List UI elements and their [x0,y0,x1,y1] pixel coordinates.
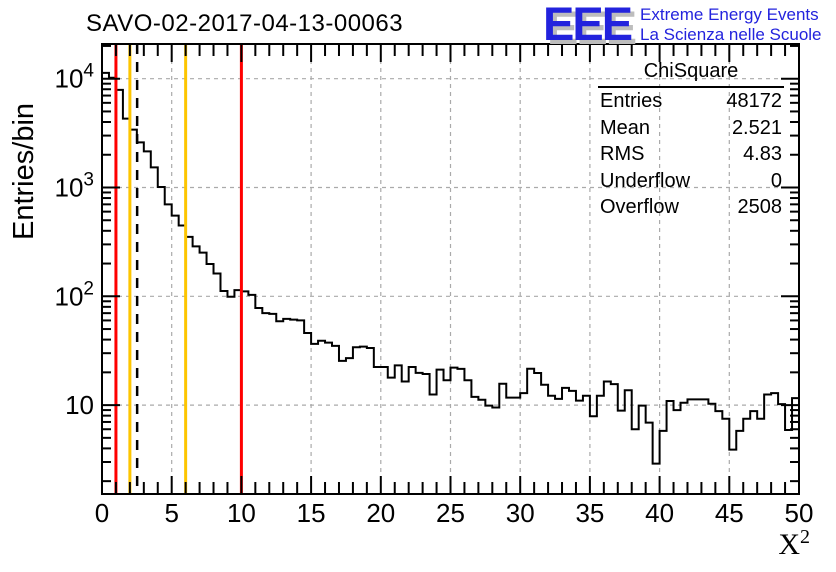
stats-row-entries: Entries 48172 [598,88,784,115]
eee-logo-line1: Extreme Energy Events [640,5,819,24]
svg-text:25: 25 [436,498,465,528]
svg-text:104: 104 [55,61,95,94]
svg-text:0: 0 [95,498,109,528]
svg-text:102: 102 [55,278,95,311]
svg-text:10: 10 [65,390,94,420]
stats-label: Overflow [600,196,679,218]
stats-value: 2.521 [731,116,782,139]
stats-label: Entries [600,90,663,112]
eee-logo-line2: La Scienza nelle Scuole [640,25,822,44]
svg-text:35: 35 [575,498,604,528]
y-axis-title: Entries/bin [8,102,40,240]
stats-row-rms: RMS 4.83 [598,141,784,168]
stats-row-mean: Mean 2.521 [598,115,784,142]
stats-value: 4.83 [743,143,782,165]
axis-ticks [101,44,800,494]
x-axis-tick-labels: 0 5 10 15 20 25 30 35 40 45 50 [95,498,814,528]
svg-text:50: 50 [785,498,814,528]
eee-logo: EEE Extreme Energy Events La Scienza nel… [543,0,822,50]
svg-text:103: 103 [55,170,95,203]
stats-value: 0 [770,169,782,192]
svg-text:45: 45 [715,498,744,528]
stats-row-underflow: Underflow 0 [598,168,784,195]
y-axis-tick-labels: 10 102 103 104 [55,61,95,420]
svg-text:10: 10 [227,498,256,528]
eee-logo-acronym: EEE [543,0,633,50]
stats-label: Mean [600,116,651,139]
svg-text:20: 20 [366,498,395,528]
svg-text:30: 30 [506,498,535,528]
stats-box-title: ChiSquare [598,60,784,88]
svg-text:40: 40 [645,498,674,528]
stats-label: Underflow [600,169,691,192]
stats-value: 2508 [737,196,783,218]
plot-title: SAVO-02-2017-04-13-00063 [86,10,404,37]
stats-label: RMS [600,143,645,165]
histogram-outline [102,71,799,465]
svg-text:15: 15 [297,498,326,528]
eee-logo-text: Extreme Energy Events La Scienza nelle S… [640,5,821,45]
stats-row-overflow: Overflow 2508 [598,194,784,221]
svg-text:5: 5 [164,498,178,528]
stats-value: 48172 [726,90,782,112]
stats-box: ChiSquare Entries 48172 Mean 2.521 RMS 4… [598,60,784,221]
marker-lines [114,44,243,494]
x-axis-title: X2 [778,526,810,561]
